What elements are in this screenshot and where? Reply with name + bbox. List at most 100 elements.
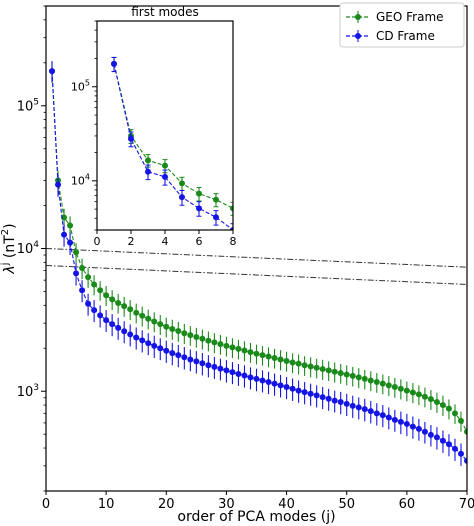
y-tick-exponent: 5: [85, 79, 90, 88]
reference-line: [46, 265, 467, 285]
data-point: [128, 135, 134, 142]
data-point: [277, 356, 284, 363]
data-point: [409, 389, 416, 396]
data-point: [391, 416, 398, 423]
data-point: [307, 363, 314, 370]
data-point: [139, 312, 146, 319]
data-point: [415, 391, 422, 398]
data-point: [91, 281, 98, 288]
data-point: [91, 307, 98, 314]
data-point: [179, 194, 185, 201]
data-point: [181, 354, 188, 361]
data-point: [277, 382, 284, 389]
data-point: [217, 341, 224, 348]
data-point: [295, 387, 302, 394]
data-point: [464, 428, 467, 435]
data-point: [457, 450, 464, 457]
data-point: [211, 339, 218, 346]
x-axis-label: order of PCA modes (j): [177, 509, 335, 525]
y-tick-label: 103: [17, 383, 39, 400]
x-tick-label: 40: [278, 497, 295, 512]
data-point: [313, 364, 320, 371]
inset-title: first modes: [131, 5, 199, 19]
y-axis-label: λj (nT2): [0, 223, 18, 274]
data-point: [223, 367, 230, 374]
x-tick-label: 50: [338, 497, 355, 512]
data-point: [199, 360, 206, 367]
data-point: [67, 239, 74, 246]
data-point: [403, 420, 410, 427]
data-point: [391, 384, 398, 391]
x-tick-label: 0: [42, 497, 50, 512]
y-tick-exponent: 3: [33, 383, 39, 393]
data-point: [133, 334, 140, 341]
series-cd-frame: [49, 61, 467, 474]
data-point: [247, 374, 254, 381]
y-tick-label: 105: [71, 79, 90, 94]
data-point: [457, 417, 464, 424]
data-point: [337, 370, 344, 377]
data-point: [157, 321, 164, 328]
y-tick-label: 104: [17, 240, 40, 257]
y-axis-label-part: ): [2, 223, 18, 228]
data-point: [415, 425, 422, 432]
data-point: [162, 173, 168, 180]
data-point: [367, 377, 374, 384]
data-point: [121, 328, 128, 335]
data-point: [213, 214, 219, 221]
data-point: [61, 214, 68, 221]
data-point: [49, 68, 56, 75]
inset-background: [97, 21, 233, 230]
data-point: [103, 292, 110, 299]
legend-label: CD Frame: [376, 29, 435, 43]
data-point: [199, 335, 206, 342]
y-axis-label-part: j: [0, 263, 11, 267]
legend-marker: [355, 33, 361, 39]
data-point: [229, 369, 236, 376]
data-point: [241, 372, 248, 379]
data-point: [301, 389, 308, 396]
data-point: [97, 287, 104, 294]
data-point: [145, 168, 151, 175]
data-point: [196, 190, 202, 197]
x-tick-label: 60: [399, 497, 416, 512]
data-point: [439, 402, 446, 409]
data-point: [127, 331, 134, 338]
data-point: [230, 205, 233, 212]
data-point: [361, 406, 368, 413]
data-point: [115, 324, 122, 331]
legend-label: GEO Frame: [376, 10, 444, 24]
data-point: [433, 434, 440, 441]
data-point: [385, 414, 392, 421]
data-point: [79, 265, 86, 272]
data-point: [162, 162, 168, 169]
data-point: [373, 410, 380, 417]
series-line: [51, 71, 467, 462]
data-point: [193, 358, 200, 365]
data-point: [151, 318, 158, 325]
data-point: [179, 180, 185, 187]
x-tick-label: 2: [128, 235, 135, 248]
data-point: [451, 445, 458, 452]
data-point: [259, 352, 266, 359]
data-point: [235, 345, 242, 352]
x-tick-label: 0: [94, 235, 101, 248]
y-tick-base: 10: [17, 385, 34, 400]
series-geo-frame: [49, 61, 467, 443]
data-point: [217, 365, 224, 372]
data-point: [169, 325, 176, 332]
data-point: [325, 367, 332, 374]
y-tick-label: 104: [71, 173, 90, 188]
data-point: [307, 390, 314, 397]
data-point: [253, 375, 260, 382]
y-tick-base: 10: [71, 81, 85, 94]
data-point: [121, 303, 128, 310]
data-point: [445, 441, 452, 448]
legend-item-geo-frame: GEO Frame: [346, 10, 444, 24]
data-point: [151, 342, 158, 349]
data-point: [445, 405, 452, 412]
reference-line: [46, 248, 467, 268]
data-point: [213, 196, 219, 203]
